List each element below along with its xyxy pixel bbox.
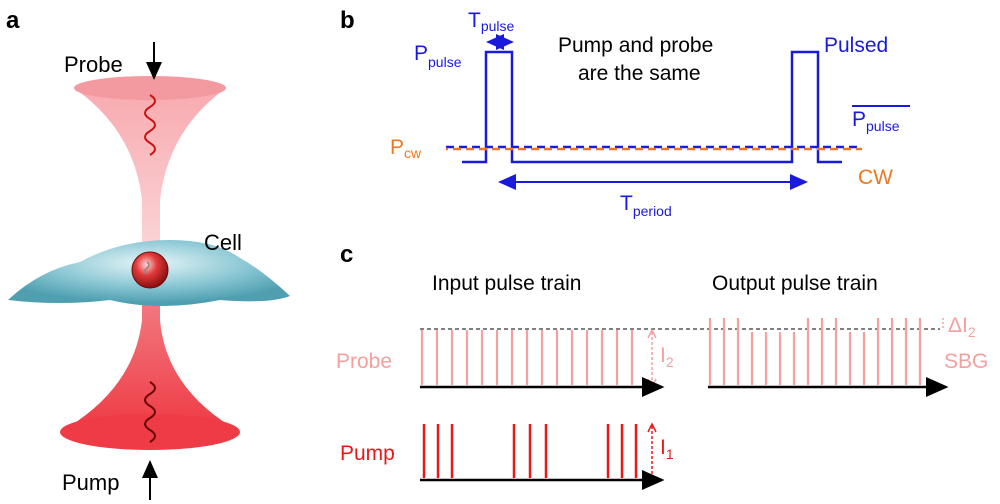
particle-sphere (131, 251, 169, 289)
note-line-2: are the same (578, 62, 701, 85)
t-period-label: Tperiod (620, 192, 672, 219)
output-probe-pulses (708, 318, 922, 385)
pump-beam (60, 300, 240, 432)
t-pulse-label: Tpulse (468, 9, 515, 34)
p-cw-label: Pcw (390, 136, 422, 161)
pump-row-label: Pump (340, 442, 395, 465)
sphere-wave-icon (144, 261, 150, 275)
i1-arrow-head-top (647, 422, 657, 433)
delta-i2-label: ΔI2 (948, 314, 976, 340)
panel-a: Probe Pump Cell (8, 42, 290, 500)
input-train-title: Input pulse train (432, 272, 581, 295)
probe-beam (74, 83, 226, 250)
probe-row-label: Probe (336, 350, 392, 373)
probe-beam-top (74, 76, 226, 100)
sbg-label: SBG (944, 350, 988, 373)
p-pulse-average-label: Ppulse (852, 108, 900, 134)
pump-pulses (422, 424, 638, 478)
note-line-1: Pump and probe (558, 34, 713, 57)
i2-arrow-head-top (647, 328, 657, 339)
p-pulse-label: Ppulse (414, 42, 462, 70)
panel-label-b: b (340, 7, 355, 34)
probe-wave-icon (144, 94, 156, 156)
output-train-title: Output pulse train (712, 272, 878, 295)
pump-beam-bottom (60, 414, 240, 450)
panel-label-c: c (340, 241, 353, 268)
pump-wave-icon (144, 381, 156, 443)
pump-label: Pump (62, 470, 119, 495)
i2-label: I2 (660, 344, 674, 370)
cell-label: Cell (204, 230, 242, 255)
i1-label: I1 (660, 436, 674, 462)
probe-label: Probe (64, 52, 123, 77)
input-probe-pulses (420, 330, 634, 385)
panel-label-a: a (6, 7, 20, 34)
panel-b: Tpulse Ppulse Pump and probe are the sam… (390, 9, 910, 219)
pulsed-label: Pulsed (824, 34, 888, 57)
pulsed-waveform (462, 50, 842, 164)
panel-c: Input pulse train Output pulse train I2 … (336, 272, 988, 490)
cw-label: CW (858, 166, 893, 189)
